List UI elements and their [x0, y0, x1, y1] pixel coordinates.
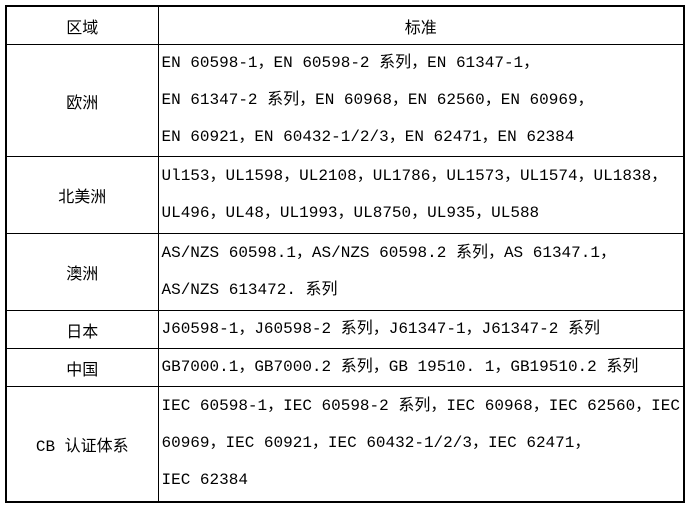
table-row-china: 中国 GB7000.1，GB7000.2 系列，GB 19510. 1，GB19… [5, 348, 685, 387]
table-row-japan: 日本 J60598-1，J60598-2 系列，J61347-1，J61347-… [5, 310, 685, 349]
standard-line: AS/NZS 613472. 系列 [161, 281, 338, 299]
standard-line: J60598-1，J60598-2 系列，J61347-1，J61347-2 系… [161, 320, 600, 338]
region-cell: 中国 [5, 348, 159, 387]
standard-cell: EN 60598-1，EN 60598-2 系列，EN 61347-1， EN … [157, 44, 685, 157]
standard-lines: AS/NZS 60598.1，AS/NZS 60598.2 系列，AS 6134… [159, 235, 683, 309]
standard-line: EN 60598-1，EN 60598-2 系列，EN 61347-1， [161, 54, 540, 72]
standard-lines: J60598-1，J60598-2 系列，J61347-1，J61347-2 系… [159, 312, 683, 348]
standard-cell: AS/NZS 60598.1，AS/NZS 60598.2 系列，AS 6134… [157, 233, 685, 311]
header-row: 区域 标准 [5, 5, 685, 45]
table-row-north-america: 北美洲 Ul153，UL1598，UL2108，UL1786，UL1573，UL… [5, 156, 685, 234]
standard-line: EN 60921，EN 60432-1/2/3，EN 62471，EN 6238… [161, 128, 575, 146]
standard-column-header: 标准 [157, 5, 685, 45]
table-row-europe: 欧洲 EN 60598-1，EN 60598-2 系列，EN 61347-1， … [5, 44, 685, 157]
region-column-header: 区域 [5, 5, 159, 45]
standard-cell: GB7000.1，GB7000.2 系列，GB 19510. 1，GB19510… [157, 348, 685, 387]
table-row-australia: 澳洲 AS/NZS 60598.1，AS/NZS 60598.2 系列，AS 6… [5, 233, 685, 311]
standard-line: 60969，IEC 60921，IEC 60432-1/2/3，IEC 6247… [161, 434, 591, 453]
region-cell: 日本 [5, 310, 159, 349]
standards-table: 区域 标准 欧洲 EN 60598-1，EN 60598-2 系列，EN 613… [5, 5, 685, 503]
region-cell: 澳洲 [5, 233, 159, 311]
standard-lines: IEC 60598-1，IEC 60598-2 系列，IEC 60968，IEC… [159, 388, 683, 499]
region-cell: 北美洲 [5, 156, 159, 234]
standard-cell: Ul153，UL1598，UL2108，UL1786，UL1573，UL1574… [157, 156, 685, 234]
standard-line: IEC 60598-1，IEC 60598-2 系列，IEC 60968，IEC… [161, 397, 680, 416]
standard-line: IEC 62384 [161, 471, 248, 490]
standard-lines: Ul153，UL1598，UL2108，UL1786，UL1573，UL1574… [159, 158, 683, 232]
standard-cell: J60598-1，J60598-2 系列，J61347-1，J61347-2 系… [157, 310, 685, 349]
region-cell: 欧洲 [5, 44, 159, 157]
standard-line: EN 61347-2 系列，EN 60968，EN 62560，EN 60969… [161, 91, 594, 109]
standard-line: AS/NZS 60598.1，AS/NZS 60598.2 系列，AS 6134… [161, 244, 616, 262]
standard-line: UL496，UL48，UL1993，UL8750，UL935，UL588 [161, 204, 540, 222]
standard-line: Ul153，UL1598，UL2108，UL1786，UL1573，UL1574… [161, 167, 668, 185]
region-cell: CB 认证体系 [5, 386, 159, 502]
standard-lines: EN 60598-1，EN 60598-2 系列，EN 61347-1， EN … [159, 46, 683, 156]
standard-cell: IEC 60598-1，IEC 60598-2 系列，IEC 60968，IEC… [157, 386, 685, 502]
standard-lines: GB7000.1，GB7000.2 系列，GB 19510. 1，GB19510… [159, 350, 683, 386]
table-row-cb-scheme: CB 认证体系 IEC 60598-1，IEC 60598-2 系列，IEC 6… [5, 386, 685, 502]
standard-line: GB7000.1，GB7000.2 系列，GB 19510. 1，GB19510… [161, 358, 639, 376]
